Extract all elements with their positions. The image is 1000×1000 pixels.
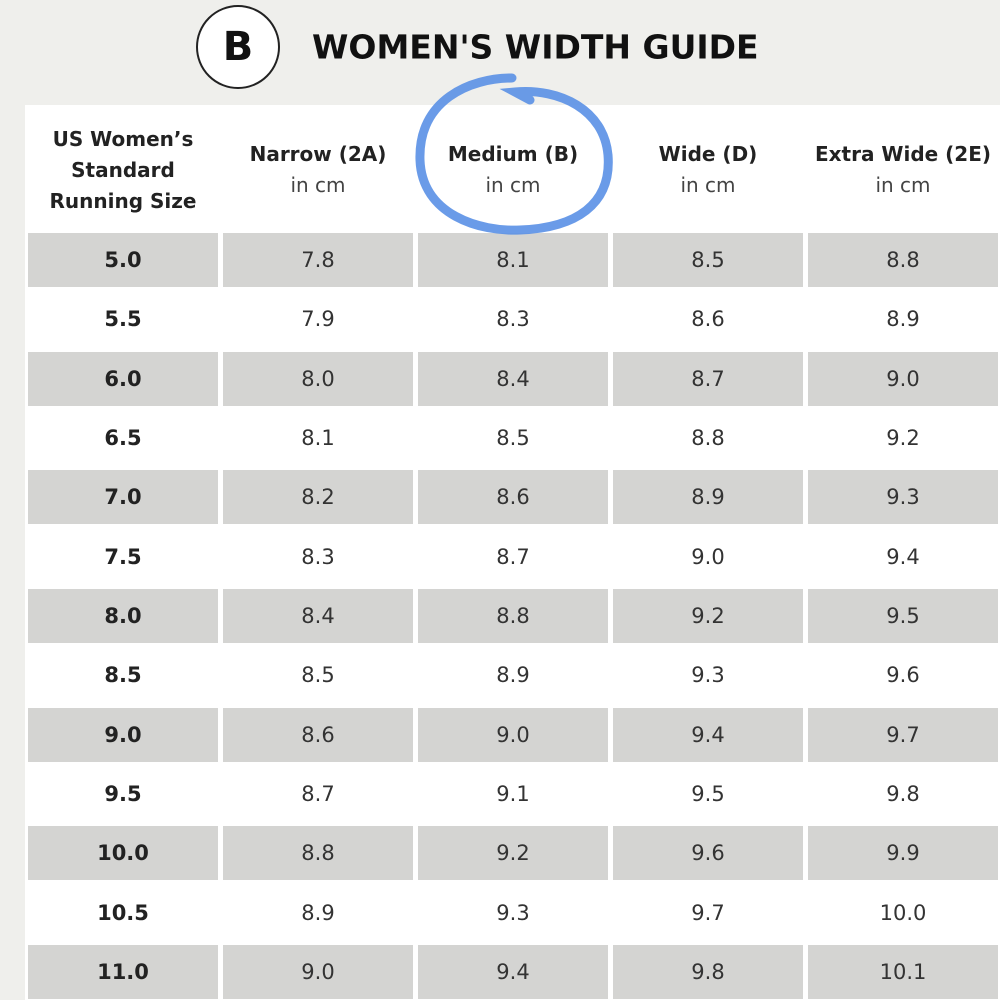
size-cell: 7.0 (28, 470, 218, 525)
width-cell: 9.2 (418, 826, 608, 881)
width-cell: 8.5 (613, 233, 803, 287)
width-cell: 9.7 (808, 707, 998, 762)
column-header: Medium (B) in cm (418, 115, 608, 225)
size-cell: 5.0 (28, 233, 218, 287)
title-bar: B WOMEN'S WIDTH GUIDE (196, 5, 759, 89)
width-cell: 8.9 (496, 663, 530, 688)
column-header: Narrow (2A) in cm (223, 115, 413, 225)
width-cell: 8.6 (418, 470, 608, 525)
width-cell: 9.6 (613, 826, 803, 881)
header-line: US Women’s (52, 126, 194, 151)
size-cell: 8.0 (28, 588, 218, 643)
width-cell: 8.4 (418, 351, 608, 406)
header-label: Extra Wide (2E) (814, 142, 992, 166)
header-unit: in cm (290, 173, 346, 197)
width-cell: 8.4 (223, 588, 413, 643)
size-cell: 5.5 (104, 307, 142, 332)
column-header: Extra Wide (2E) in cm (808, 115, 998, 225)
width-cell: 8.1 (418, 233, 608, 287)
width-cell: 9.8 (613, 944, 803, 999)
width-cell: 8.7 (613, 351, 803, 406)
width-cell: 8.7 (496, 544, 530, 569)
column-header: Wide (D) in cm (613, 115, 803, 225)
size-cell: 9.5 (104, 781, 142, 806)
width-cell: 8.5 (496, 425, 530, 450)
width-cell: 10.1 (808, 944, 998, 999)
width-cell: 8.9 (613, 470, 803, 525)
header-unit: in cm (875, 173, 931, 197)
width-cell: 9.3 (691, 663, 725, 688)
width-cell: 9.0 (691, 544, 725, 569)
width-cell: 8.9 (886, 307, 920, 332)
size-cell: 9.0 (28, 707, 218, 762)
badge-circle (196, 5, 280, 89)
width-cell: 9.1 (496, 781, 530, 806)
size-cell: 8.5 (104, 663, 142, 688)
width-cell: 8.6 (691, 307, 725, 332)
width-cell: 9.4 (418, 944, 608, 999)
header-label: Wide (D) (658, 142, 758, 166)
size-cell: 11.0 (28, 944, 218, 999)
width-cell: 8.6 (223, 707, 413, 762)
width-cell: 8.0 (223, 351, 413, 406)
width-cell: 9.4 (886, 544, 920, 569)
width-cell: 8.8 (418, 588, 608, 643)
width-cell: 7.8 (223, 233, 413, 287)
column-header: US Women’s Standard Running Size (28, 115, 218, 225)
width-cell: 9.4 (613, 707, 803, 762)
width-cell: 9.5 (691, 781, 725, 806)
header-label: Medium (B) (447, 142, 579, 166)
header-label: Narrow (2A) (249, 142, 387, 166)
width-cell: 9.8 (886, 781, 920, 806)
width-cell: 8.5 (301, 663, 335, 688)
width-cell: 9.6 (886, 663, 920, 688)
width-cell: 7.9 (301, 307, 335, 332)
width-cell: 9.5 (808, 588, 998, 643)
badge: B (223, 24, 254, 70)
width-cell: 8.8 (223, 826, 413, 881)
width-cell: 8.8 (691, 425, 725, 450)
header-unit: in cm (680, 173, 736, 197)
width-cell: 10.0 (879, 900, 927, 925)
width-cell: 9.9 (808, 826, 998, 881)
width-cell: 9.0 (223, 944, 413, 999)
header-unit: in cm (485, 173, 541, 197)
title: WOMEN'S WIDTH GUIDE (312, 28, 759, 67)
width-cell: 9.0 (808, 351, 998, 406)
width-cell: 9.0 (418, 707, 608, 762)
width-cell: 8.1 (301, 425, 335, 450)
width-cell: 9.3 (808, 470, 998, 525)
size-cell: 7.5 (104, 544, 142, 569)
width-cell: 9.2 (613, 588, 803, 643)
size-cell: 6.0 (28, 351, 218, 406)
width-cell: 8.3 (301, 544, 335, 569)
size-cell: 6.5 (104, 425, 142, 450)
width-cell: 9.7 (691, 900, 725, 925)
width-cell: 9.3 (496, 900, 530, 925)
width-cell: 8.7 (301, 781, 335, 806)
width-cell: 9.2 (886, 425, 920, 450)
size-cell: 10.5 (97, 900, 149, 925)
width-cell: 8.2 (223, 470, 413, 525)
width-cell: 8.8 (808, 233, 998, 287)
width-cell: 8.9 (301, 900, 335, 925)
width-table: US Women’s Standard Running Size Narrow (2A… (25, 105, 1000, 1000)
width-cell: 8.3 (496, 307, 530, 332)
header-line: Standard (71, 157, 175, 182)
size-cell: 10.0 (28, 826, 218, 881)
header-line: Running Size (49, 188, 197, 213)
